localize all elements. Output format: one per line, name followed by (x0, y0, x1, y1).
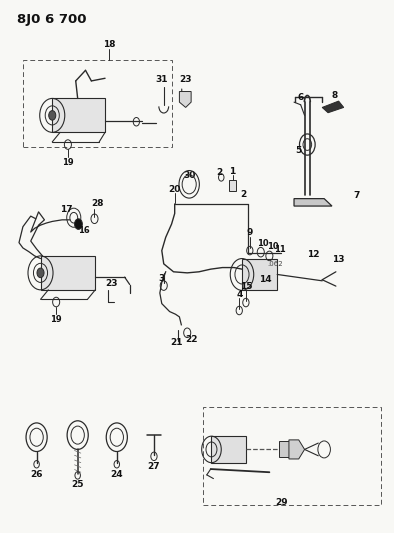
Text: .062: .062 (268, 261, 283, 267)
Text: 10: 10 (267, 243, 278, 252)
Text: 12: 12 (307, 250, 320, 259)
Text: 5: 5 (295, 147, 301, 156)
Text: 9: 9 (247, 228, 253, 237)
Text: 1: 1 (229, 167, 236, 176)
Text: 19: 19 (62, 158, 74, 166)
Text: 24: 24 (110, 470, 123, 479)
Circle shape (49, 111, 56, 120)
Text: 4: 4 (236, 290, 242, 299)
Text: 18: 18 (103, 41, 115, 50)
Text: 19: 19 (50, 315, 62, 324)
Text: 21: 21 (171, 338, 183, 348)
Bar (41, 256, 95, 290)
Text: 17: 17 (59, 205, 72, 214)
Text: 3: 3 (158, 273, 164, 282)
Text: 7: 7 (353, 191, 360, 200)
Text: 22: 22 (185, 335, 197, 344)
Text: 8: 8 (332, 91, 338, 100)
Text: 23: 23 (106, 279, 118, 288)
Polygon shape (179, 92, 191, 108)
Bar (242, 259, 277, 290)
Text: 20: 20 (169, 184, 181, 193)
Text: 30: 30 (183, 171, 195, 180)
Text: 8J0 6 700: 8J0 6 700 (17, 13, 87, 27)
Bar (229, 180, 236, 191)
Polygon shape (289, 440, 305, 459)
Text: 11: 11 (274, 245, 286, 254)
Text: 31: 31 (156, 75, 168, 84)
Bar (279, 441, 289, 457)
Text: 29: 29 (275, 498, 288, 507)
Bar (203, 407, 381, 505)
Text: 28: 28 (91, 199, 104, 208)
Bar (52, 99, 105, 132)
Text: 25: 25 (71, 480, 84, 489)
Text: 26: 26 (30, 470, 43, 479)
Text: 15: 15 (240, 282, 253, 291)
Text: 13: 13 (333, 255, 345, 264)
Bar (211, 436, 246, 463)
Text: 2: 2 (240, 190, 246, 199)
Text: 16: 16 (78, 227, 89, 236)
Polygon shape (322, 101, 344, 113)
Polygon shape (294, 199, 332, 206)
Circle shape (74, 219, 82, 229)
Text: 27: 27 (148, 463, 160, 471)
Text: 14: 14 (259, 275, 272, 284)
Text: 10: 10 (257, 239, 269, 248)
Text: 6: 6 (297, 93, 304, 102)
Bar (23, 60, 171, 147)
Text: 2: 2 (216, 168, 222, 177)
Circle shape (37, 268, 44, 278)
Text: 23: 23 (179, 75, 191, 84)
